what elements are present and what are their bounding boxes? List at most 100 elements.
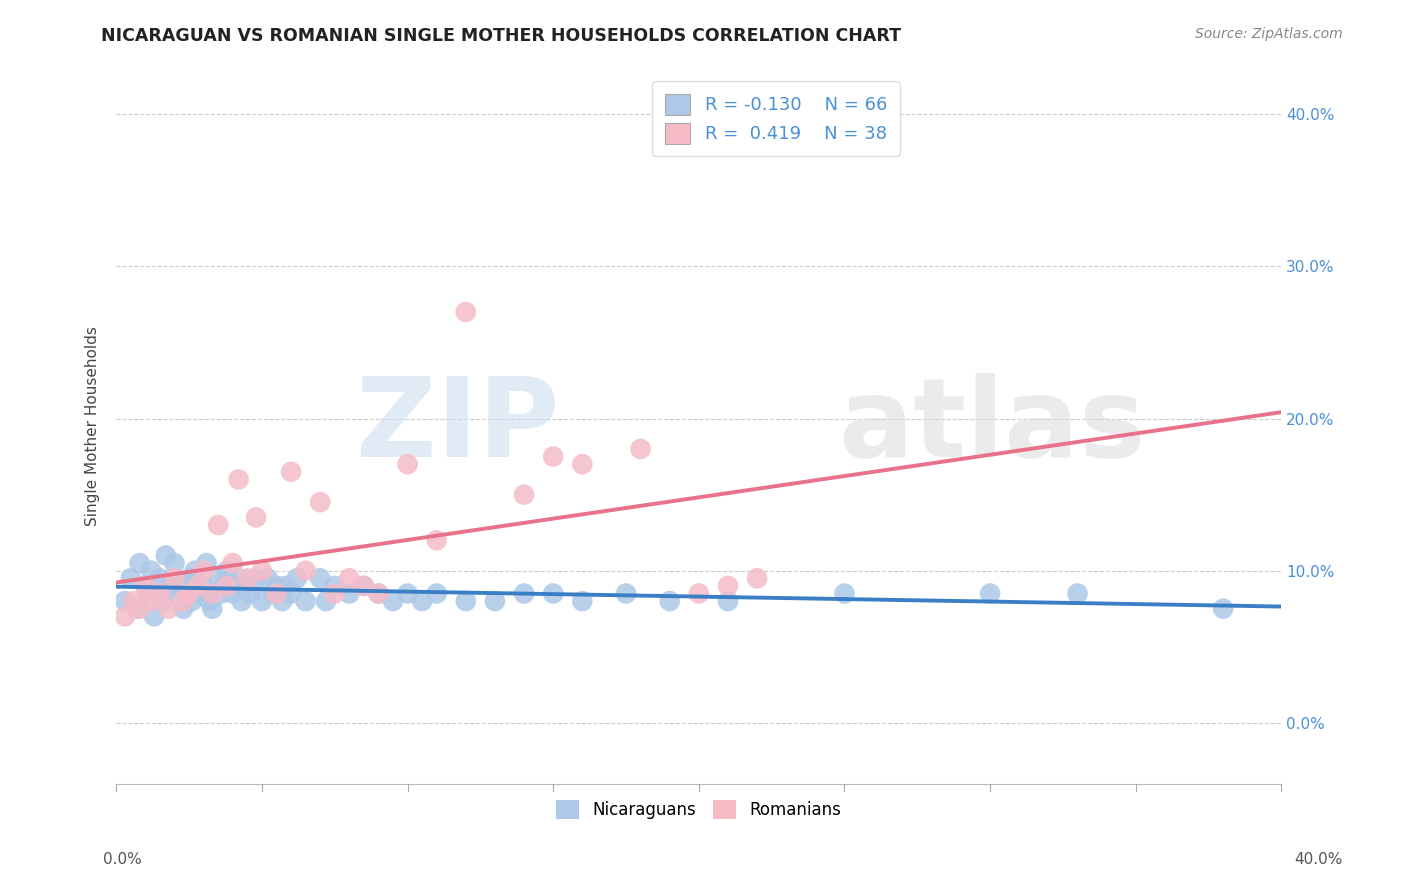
Point [541,586,564,600]
Point [280,586,302,600]
Point [411,594,433,608]
Point [134,579,156,593]
Text: NICARAGUAN VS ROMANIAN SINGLE MOTHER HOUSEHOLDS CORRELATION CHART: NICARAGUAN VS ROMANIAN SINGLE MOTHER HOU… [101,27,901,45]
Text: atlas: atlas [838,373,1146,480]
Point [169,579,191,593]
Point [163,556,186,570]
Point [571,457,593,471]
Point [382,594,405,608]
Point [1066,586,1088,600]
Point [323,579,346,593]
Point [181,594,204,608]
Point [177,571,200,585]
Point [834,586,856,600]
Point [337,586,360,600]
Point [228,571,250,585]
Point [201,586,224,600]
Text: ZIP: ZIP [356,373,560,480]
Point [614,586,637,600]
Point [688,586,710,600]
Point [245,510,267,524]
Point [136,586,159,600]
Point [222,586,245,600]
Point [231,594,253,608]
Point [215,564,238,578]
Point [149,586,172,600]
Point [315,594,337,608]
Point [149,571,172,585]
Point [125,601,148,615]
Point [245,571,267,585]
Point [166,586,188,600]
Point [337,571,360,585]
Point [172,594,194,608]
Point [250,594,273,608]
Point [309,495,332,509]
Point [266,579,288,593]
Point [141,564,163,578]
Point [426,586,449,600]
Point [426,533,449,548]
Point [215,579,238,593]
Point [250,564,273,578]
Point [228,472,250,486]
Point [172,601,194,615]
Point [513,586,536,600]
Point [274,579,297,593]
Point [266,586,288,600]
Point [717,594,740,608]
Point [353,579,375,593]
Point [184,564,207,578]
Point [209,586,232,600]
Point [187,586,209,600]
Point [225,579,247,593]
Point [658,594,681,608]
Point [454,594,477,608]
Point [195,556,218,570]
Point [198,594,221,608]
Point [309,571,332,585]
Point [207,518,229,533]
Point [207,571,229,585]
Point [571,594,593,608]
Point [193,564,215,578]
Point [157,601,180,615]
Point [263,586,285,600]
Point [120,571,142,585]
Point [1212,601,1234,615]
Point [353,579,375,593]
Y-axis label: Single Mother Households: Single Mother Households [86,326,100,526]
Point [367,586,389,600]
Point [212,579,235,593]
Point [239,586,262,600]
Point [128,601,150,615]
Point [717,579,740,593]
Point [114,609,136,624]
Point [187,579,209,593]
Point [294,564,316,578]
Point [122,594,145,608]
Point [513,487,536,501]
Point [155,549,177,563]
Point [134,579,156,593]
Text: 0.0%: 0.0% [103,852,142,867]
Point [163,571,186,585]
Point [323,586,346,600]
Point [114,594,136,608]
Point [236,579,259,593]
Point [294,594,316,608]
Point [157,579,180,593]
Point [396,457,419,471]
Point [143,609,166,624]
Point [201,601,224,615]
Point [630,442,652,456]
Point [236,571,259,585]
Point [484,594,506,608]
Point [222,556,245,570]
Point [979,586,1001,600]
Point [128,556,150,570]
Point [152,594,174,608]
Point [280,465,302,479]
Text: 40.0%: 40.0% [1295,852,1343,867]
Point [454,305,477,319]
